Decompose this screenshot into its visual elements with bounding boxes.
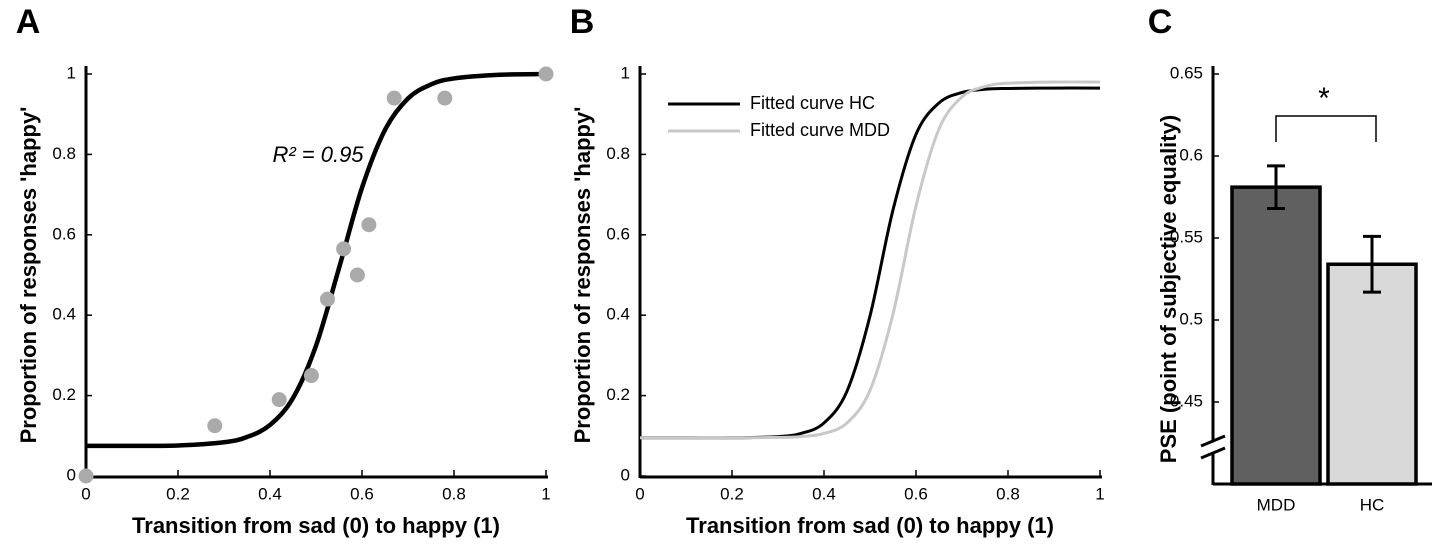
y-tick-label: 0.4 <box>606 305 630 324</box>
panel-label: C <box>1148 3 1173 41</box>
y-tick-label: 1 <box>67 63 76 82</box>
data-point <box>538 66 554 82</box>
data-point <box>303 368 319 383</box>
fitted-curve <box>640 86 1101 440</box>
x-axis-label: Transition from sad (0) to happy (1) <box>686 513 1054 538</box>
y-axis-label: Proportion of responses 'happy' <box>570 107 595 444</box>
x-tick-label: 0.4 <box>812 484 836 503</box>
panel-label: A <box>16 3 41 41</box>
bar <box>1326 262 1418 486</box>
y-tick-label: 0.8 <box>606 144 630 163</box>
data-point <box>386 90 402 106</box>
y-axis-label: Proportion of responses 'happy' <box>16 107 41 444</box>
significance-bracket <box>1275 115 1377 142</box>
x-tick-label: 0.8 <box>996 484 1020 503</box>
y-tick-label: 1 <box>621 63 630 82</box>
bar <box>1230 185 1322 486</box>
annotation: R² = 0.95 <box>272 142 364 167</box>
y-tick-label: 0.2 <box>606 385 630 404</box>
data-point <box>78 468 94 484</box>
x-tick-label: 0.2 <box>166 484 190 503</box>
y-tick-label: 0.6 <box>52 224 76 243</box>
data-point <box>349 267 365 283</box>
y-tick-label: 0.2 <box>52 385 76 404</box>
error-bar <box>1267 164 1285 210</box>
y-tick-label: 0.65 <box>1170 63 1203 82</box>
y-tick-label: 0.55 <box>1170 227 1203 246</box>
y-tick-label: 0.8 <box>52 144 76 163</box>
x-axis-label: Transition from sad (0) to happy (1) <box>132 513 500 538</box>
fitted-curve <box>85 71 547 449</box>
data-point <box>320 291 335 307</box>
y-tick-label: 0.5 <box>1179 309 1203 328</box>
x-tick-label: 0.8 <box>442 484 466 503</box>
x-tick-label: 1 <box>1095 484 1104 503</box>
data-point <box>271 392 287 408</box>
fitted-curve <box>640 80 1101 440</box>
y-tick-label: 0.4 <box>52 305 76 324</box>
y-tick-label: 0.45 <box>1170 391 1203 410</box>
x-tick-label: HC <box>1360 495 1385 514</box>
x-tick-label: 0 <box>635 484 644 503</box>
x-tick-label: 0.6 <box>350 484 374 503</box>
x-tick-label: 0 <box>81 484 90 503</box>
x-tick-label: 0.4 <box>258 484 282 503</box>
legend-label: Fitted curve MDD <box>750 120 890 140</box>
data-point <box>437 90 453 106</box>
legend-label: Fitted curve HC <box>750 93 875 113</box>
panel-label: B <box>570 3 595 41</box>
data-point <box>361 217 377 233</box>
y-tick-label: 0.6 <box>1179 145 1203 164</box>
axis-break-gap <box>1201 436 1225 458</box>
y-axis-label: PSE (point of subjective equality) <box>1156 115 1181 463</box>
error-bar <box>1363 234 1381 294</box>
x-tick-label: 0.2 <box>720 484 744 503</box>
y-tick-label: 0 <box>621 465 630 484</box>
significance-label: * <box>1318 82 1330 115</box>
axis-break <box>1200 434 1226 460</box>
y-tick-label: 0.6 <box>606 224 630 243</box>
x-tick-label: 1 <box>541 484 550 503</box>
y-tick-label: 0 <box>67 465 76 484</box>
data-point <box>336 241 352 257</box>
data-point <box>207 418 223 434</box>
x-tick-label: MDD <box>1257 495 1296 514</box>
x-tick-label: 0.6 <box>904 484 928 503</box>
